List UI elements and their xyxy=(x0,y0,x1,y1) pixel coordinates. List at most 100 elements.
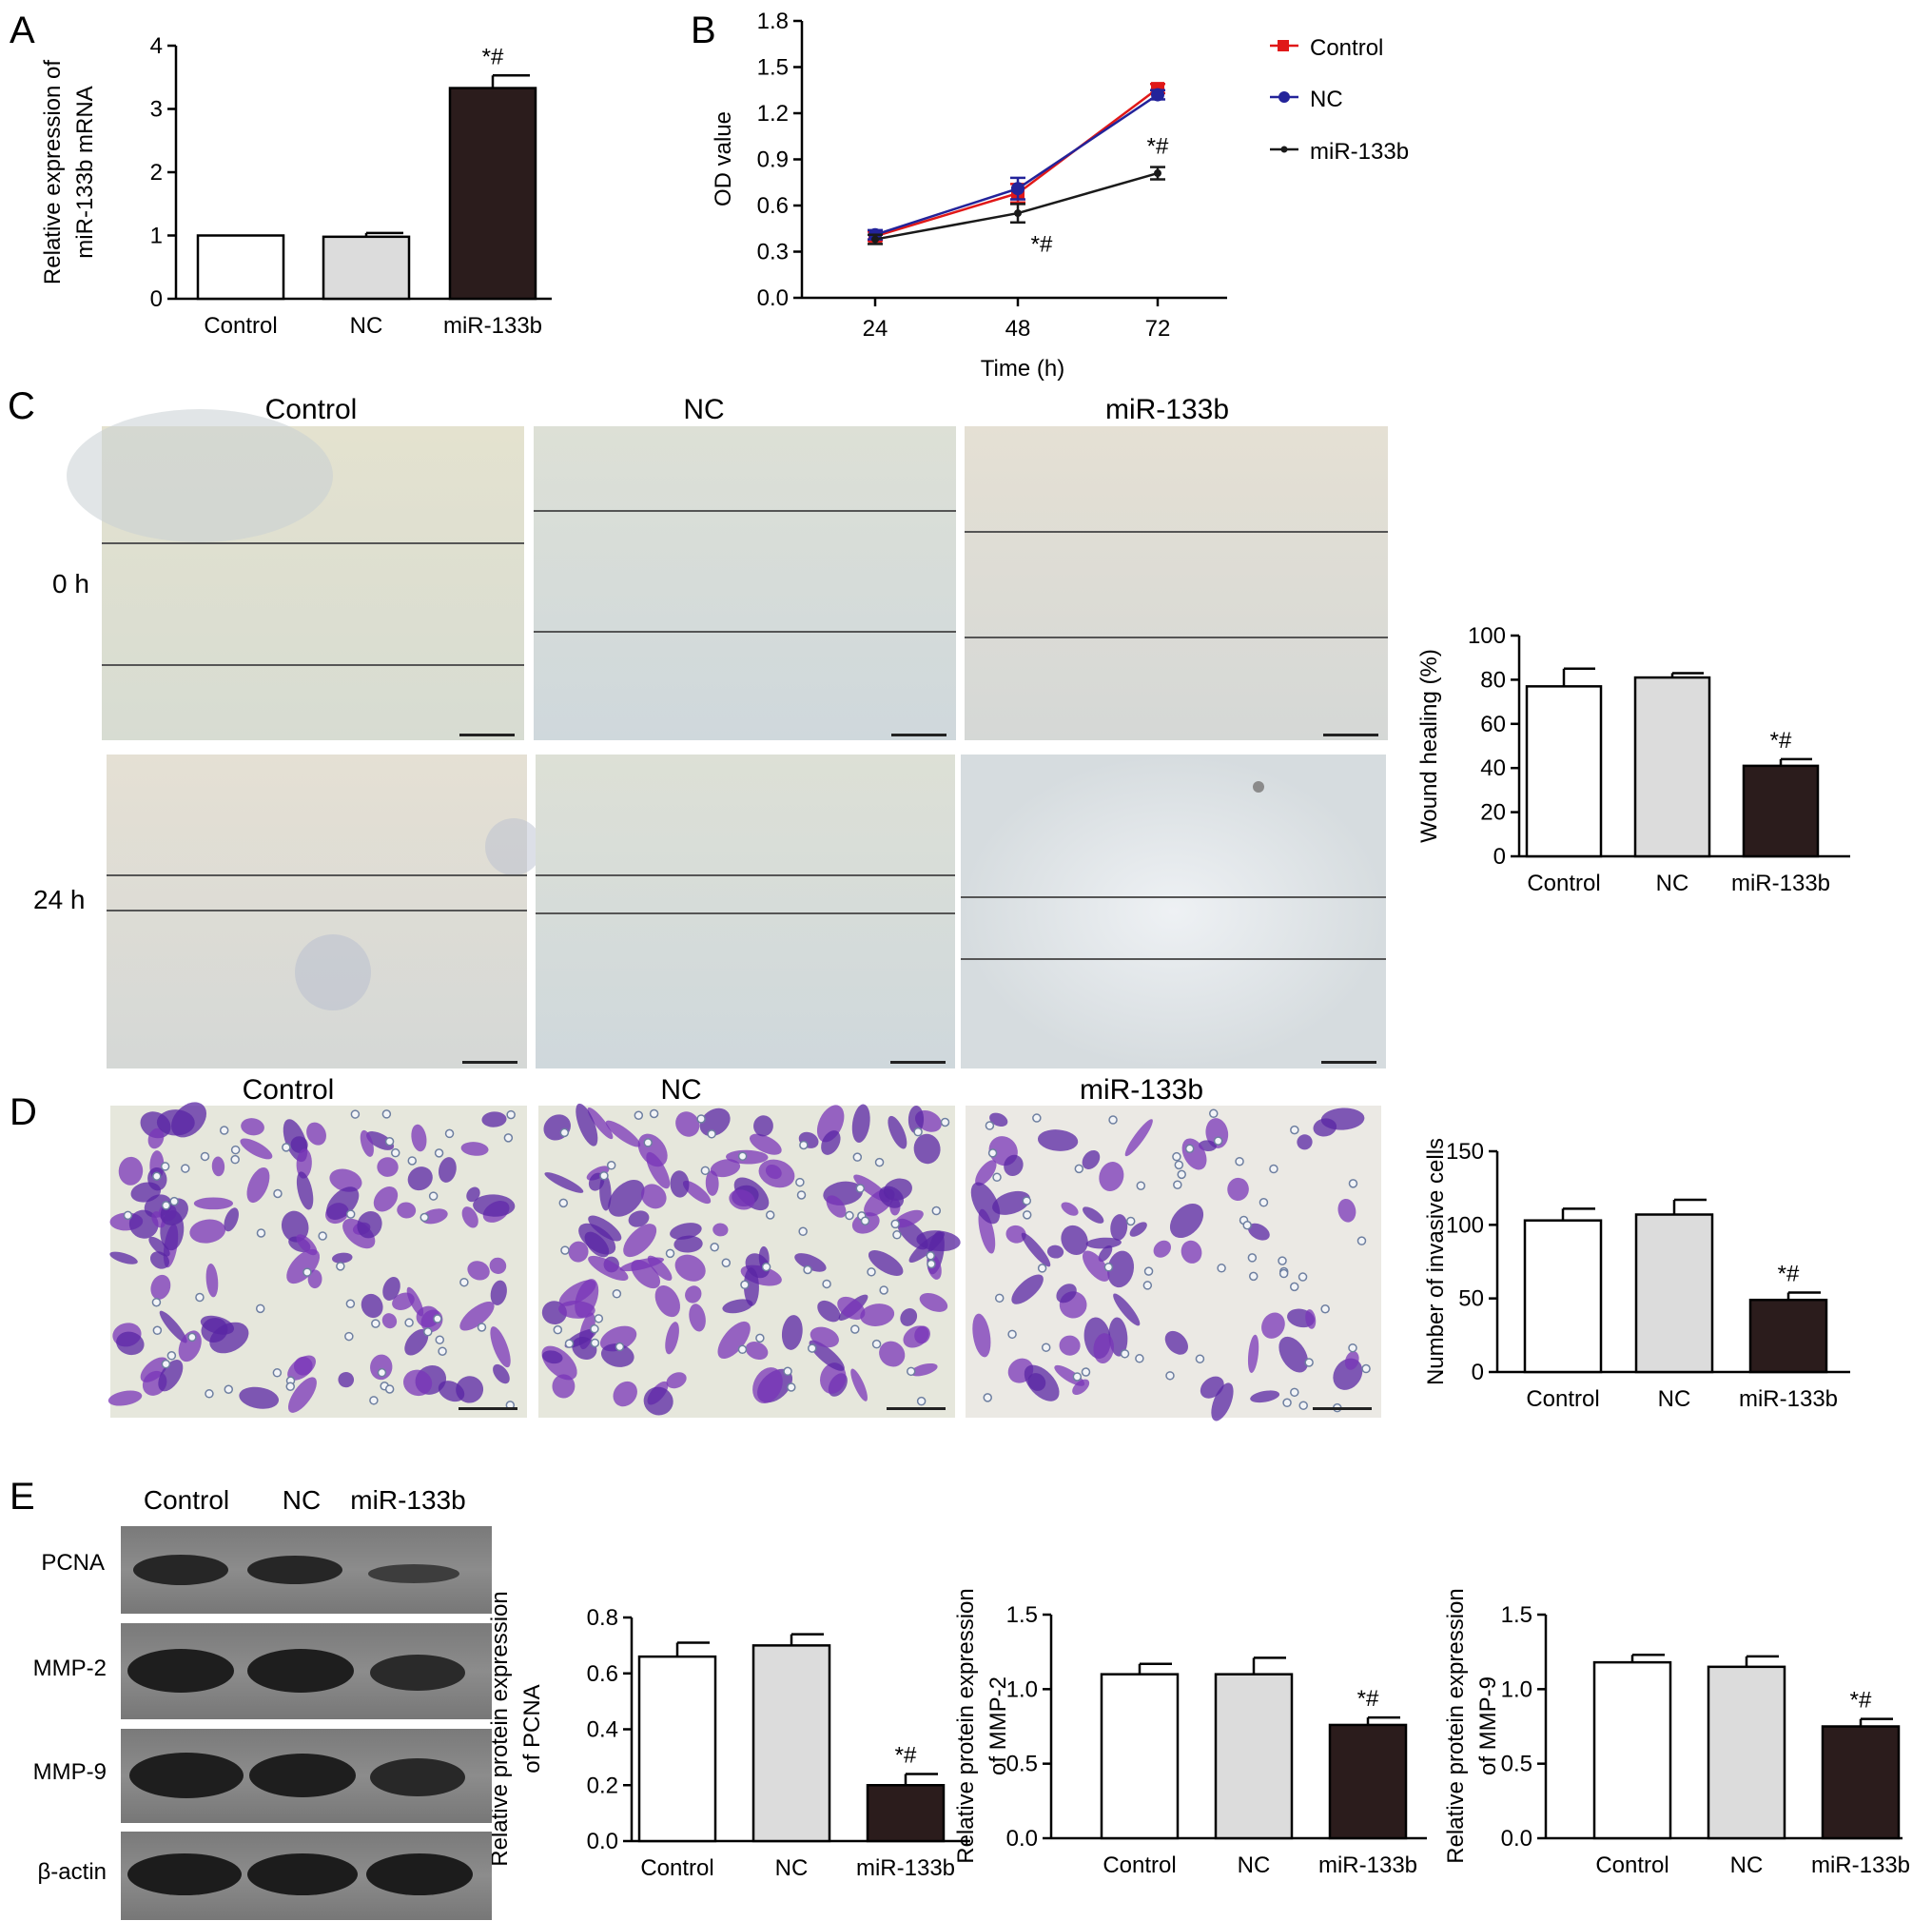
stained-cell xyxy=(1110,1214,1128,1241)
stained-cell xyxy=(118,1156,144,1186)
stained-cells-nc xyxy=(541,1103,961,1416)
stained-cell xyxy=(544,1172,584,1193)
stained-cell xyxy=(1247,1334,1259,1373)
stained-cell xyxy=(211,1156,225,1177)
y-tick-label: 0.0 xyxy=(587,1829,618,1854)
stained-cell xyxy=(1297,1134,1313,1150)
y-axis-label: Relative expression of miR-133b mRNA xyxy=(40,60,98,284)
stained-cell xyxy=(729,1189,755,1210)
bar xyxy=(637,1655,717,1843)
y-tick-label: 1.0 xyxy=(1006,1676,1038,1702)
scale-bar xyxy=(1323,734,1378,736)
bar xyxy=(1633,676,1711,858)
stained-cell xyxy=(809,1340,845,1371)
stained-cell xyxy=(329,1168,362,1192)
stained-cell xyxy=(438,1157,457,1183)
x-tick-label: Control xyxy=(1526,1386,1599,1412)
membrane-pore xyxy=(152,1171,162,1181)
y-axis-label: Relative protein expression of MMP-2 xyxy=(953,1588,1011,1864)
stained-cell xyxy=(1164,1330,1188,1355)
membrane-pore xyxy=(983,1393,992,1402)
membrane-pore xyxy=(783,1366,792,1377)
stained-cell xyxy=(1153,1240,1172,1258)
membrane-pore xyxy=(1184,1144,1195,1154)
stained-cell xyxy=(287,1377,317,1413)
stained-cell xyxy=(712,1223,729,1237)
y-tick-label: 0 xyxy=(1493,844,1506,870)
y-tick-label: 50 xyxy=(1458,1286,1484,1312)
membrane-pore xyxy=(256,1228,266,1238)
membrane-pore xyxy=(665,1248,675,1259)
stained-cell xyxy=(1098,1245,1113,1263)
stained-cell xyxy=(1061,1202,1079,1216)
stained-cell xyxy=(608,1180,645,1217)
y-tick-label: 0.4 xyxy=(587,1717,618,1743)
bar xyxy=(1523,1219,1603,1374)
bar xyxy=(1707,1665,1786,1840)
blot-band xyxy=(127,1853,242,1895)
y-tick-label: 2 xyxy=(150,160,163,186)
stained-cell xyxy=(360,1129,374,1157)
bar xyxy=(1748,1298,1828,1374)
membrane-pore xyxy=(336,1262,345,1271)
membrane-pore xyxy=(634,1110,644,1121)
membrane-pore xyxy=(852,1152,863,1162)
wound-shadow xyxy=(485,818,542,875)
x-tick-label: Control xyxy=(1595,1852,1669,1878)
membrane-pore xyxy=(369,1396,379,1405)
membrane-pore xyxy=(1348,1179,1358,1188)
membrane-pore xyxy=(906,1366,916,1377)
membrane-pore xyxy=(1120,1349,1130,1359)
membrane-pore xyxy=(871,1339,882,1349)
membrane-pore xyxy=(1165,1371,1175,1381)
membrane-pore xyxy=(1278,1268,1289,1279)
y-tick-label: 80 xyxy=(1480,667,1506,693)
panel-d-micrographs: Control NC miR-133b xyxy=(107,1074,1381,1421)
stained-cell xyxy=(193,1197,234,1210)
blot-band xyxy=(370,1758,465,1796)
membrane-pore xyxy=(1041,1343,1051,1352)
bar xyxy=(1214,1673,1294,1840)
membrane-pore xyxy=(1007,1329,1017,1340)
membrane-pore xyxy=(707,1129,716,1139)
chart-c-wound-healing: 0 20 40 60 80 100 Control NC miR-133b *# Wound hea… xyxy=(1416,623,1850,896)
stained-cell xyxy=(1005,1225,1026,1244)
y-tick-label: 0.0 xyxy=(757,285,789,311)
y-tick-label: 3 xyxy=(150,97,163,123)
data-point xyxy=(1154,169,1161,178)
stained-cells-control xyxy=(107,1102,516,1413)
stained-cell xyxy=(493,1363,510,1384)
stained-cell xyxy=(205,1263,219,1298)
membrane-pore xyxy=(558,1198,569,1208)
stained-cell xyxy=(557,1301,595,1319)
stained-cell xyxy=(381,1313,398,1329)
chart-e-pcna: 0.0 0.2 0.4 0.6 0.8 Control NC miR-133b *# Relati… xyxy=(487,1591,970,1881)
membrane-pore xyxy=(1074,1164,1084,1174)
stained-cell xyxy=(460,1142,489,1156)
y-tick-label: 0.6 xyxy=(587,1661,618,1687)
stained-cell xyxy=(643,1386,673,1416)
membrane-pore xyxy=(1348,1343,1357,1353)
blot-band xyxy=(247,1649,354,1693)
y-axis-label: Relative protein expression of PCNA xyxy=(487,1591,545,1867)
stained-cell xyxy=(338,1371,355,1388)
x-tick-label: Control xyxy=(204,313,277,339)
membrane-pore xyxy=(151,1297,162,1307)
stained-cell xyxy=(710,1159,741,1178)
bar xyxy=(322,235,411,301)
y-axis-label-line: Relative expression of xyxy=(40,60,66,284)
membrane-pore xyxy=(649,1108,659,1119)
y-tick-label: 20 xyxy=(1480,800,1506,826)
x-tick-label: NC xyxy=(1730,1852,1764,1878)
stained-cell xyxy=(1011,1274,1044,1304)
membrane-pore xyxy=(428,1191,439,1201)
stained-cells-mir xyxy=(970,1108,1371,1421)
stained-cell xyxy=(613,1381,637,1407)
stained-cell xyxy=(1181,1240,1202,1264)
stained-cell xyxy=(473,1194,516,1217)
stained-cell xyxy=(361,1293,383,1319)
membrane-pore xyxy=(822,1279,831,1289)
membrane-pore xyxy=(1136,1181,1146,1190)
stained-cell xyxy=(860,1304,895,1326)
y-tick-label: 0.6 xyxy=(757,193,789,219)
